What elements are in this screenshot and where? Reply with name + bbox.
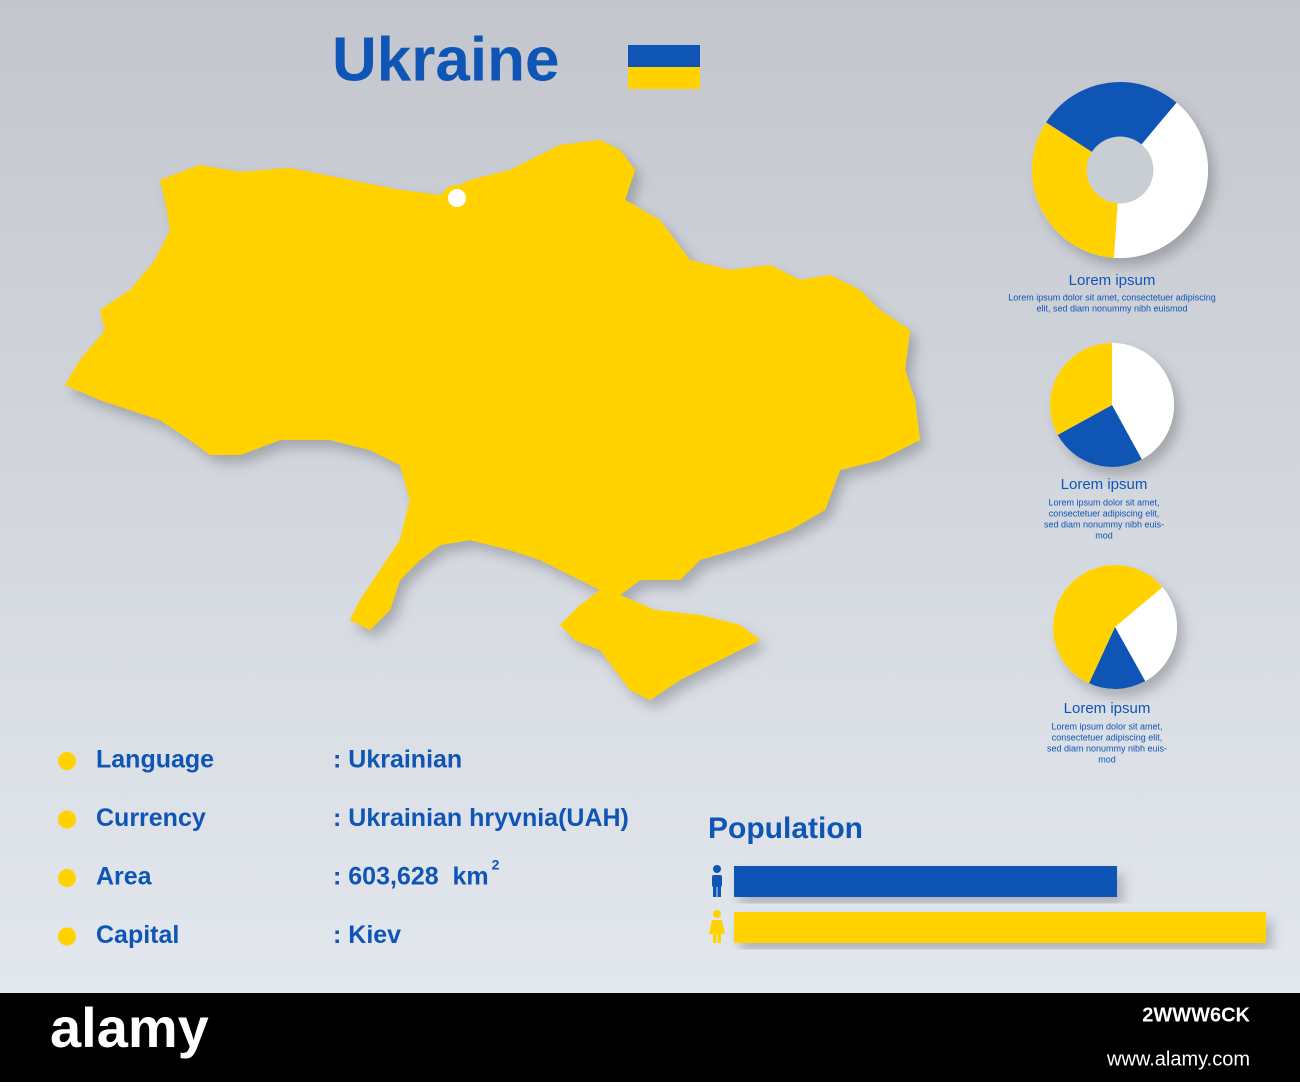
pie-description: sed diam nonummy nibh euis- [1044,519,1164,529]
capital-pin [440,185,474,248]
capital-label: Kiev [474,237,506,254]
pie-description: mod [1098,754,1116,764]
fact-value: : Ukrainian [333,746,462,774]
pie-description: mod [1095,530,1113,540]
footer-brand: alamy [50,996,209,1059]
pie-title: Lorem ipsum [1069,272,1156,289]
title: Ukraine [332,25,559,94]
flag-bottom [628,67,700,89]
pie-description: sed diam nonummy nibh euis- [1047,743,1167,753]
pie-charts: Lorem ipsum Lorem ipsum dolor sit amet, c… [1008,81,1216,764]
fact-bullet [58,810,76,829]
footer-url: www.alamy.com [1106,1048,1250,1070]
pie-slice [1115,587,1177,682]
fact-value: : Ukrainian hryvnia(UAH) [333,804,629,832]
donut-hole [1086,136,1154,204]
pie-slice [1052,564,1163,684]
pie-title: Lorem ipsum [1061,476,1148,493]
pie-slice [1057,405,1142,468]
fact-label: Area [96,863,153,891]
fact-bullet [58,869,76,887]
pie-title: Lorem ipsum [1064,700,1151,717]
pie-slice [1088,627,1146,689]
pie-description: elit, sed diam nonummy nibh euismod [1036,303,1187,313]
population-bars [709,865,1266,943]
pie-slice [1112,343,1174,460]
footer [0,993,1300,1082]
fact-value: : Kiev [333,921,401,949]
fact-label: Capital [96,921,179,949]
pie-description: Lorem ipsum dolor sit amet, [1048,497,1159,507]
pie-description: consectetuer adipiscing elit, [1049,508,1160,518]
facts: Language : Ukrainian Currency : Ukrainian h… [58,746,629,949]
pie-slice [1113,102,1208,258]
female-icon [709,910,725,943]
pie-description: Lorem ipsum dolor sit amet, consectetuer… [1008,292,1216,302]
population-bar [734,912,1266,943]
fact-label: Currency [96,804,206,832]
fact-value: : 603,628 km [333,863,489,891]
pie-description: consectetuer adipiscing elit, [1052,732,1163,742]
fact-label: Language [96,746,214,774]
flag-top [628,45,700,67]
population-bar [734,866,1118,897]
image-id: 2WWW6CK [1142,1004,1250,1026]
male-icon [712,865,722,897]
population-title: Population [708,812,863,845]
pie-slice [1046,81,1177,170]
fact-bullet [58,752,76,770]
pie-slice [1049,343,1112,435]
fact-bullet [58,927,76,946]
fact-superscript: 2 [492,857,500,873]
pie-description: Lorem ipsum dolor sit amet, [1051,721,1162,731]
